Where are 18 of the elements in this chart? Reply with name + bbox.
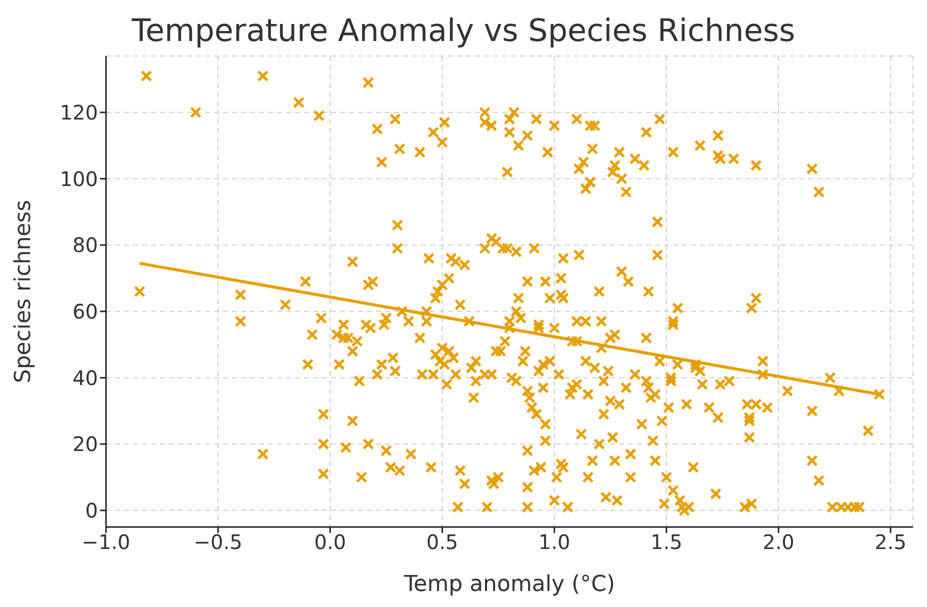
x-tick-label: −0.5 <box>194 530 242 554</box>
y-tick-label: 100 <box>60 166 98 191</box>
x-axis-title: Temp anomaly (°C) <box>402 572 616 597</box>
y-tick-label: 120 <box>60 100 98 124</box>
y-tick-label: 0 <box>85 498 98 523</box>
x-tick-label: 0.5 <box>426 530 458 554</box>
y-tick-label: 80 <box>72 233 98 258</box>
x-tick-label: 2.5 <box>874 530 906 554</box>
y-axis-title: Species richness <box>10 200 36 384</box>
chart-title: Temperature Anomaly vs Species Richness <box>130 12 796 51</box>
y-tick-label: 40 <box>72 366 98 390</box>
x-tick-label: 0.0 <box>314 530 346 554</box>
x-tick-label: −1.0 <box>82 530 130 554</box>
x-tick-label: 1.0 <box>538 530 570 554</box>
y-tick-label: 20 <box>72 432 98 456</box>
y-tick-label: 60 <box>72 300 98 324</box>
x-tick-label: 2.0 <box>762 530 794 554</box>
x-tick-label: 1.5 <box>650 530 682 554</box>
